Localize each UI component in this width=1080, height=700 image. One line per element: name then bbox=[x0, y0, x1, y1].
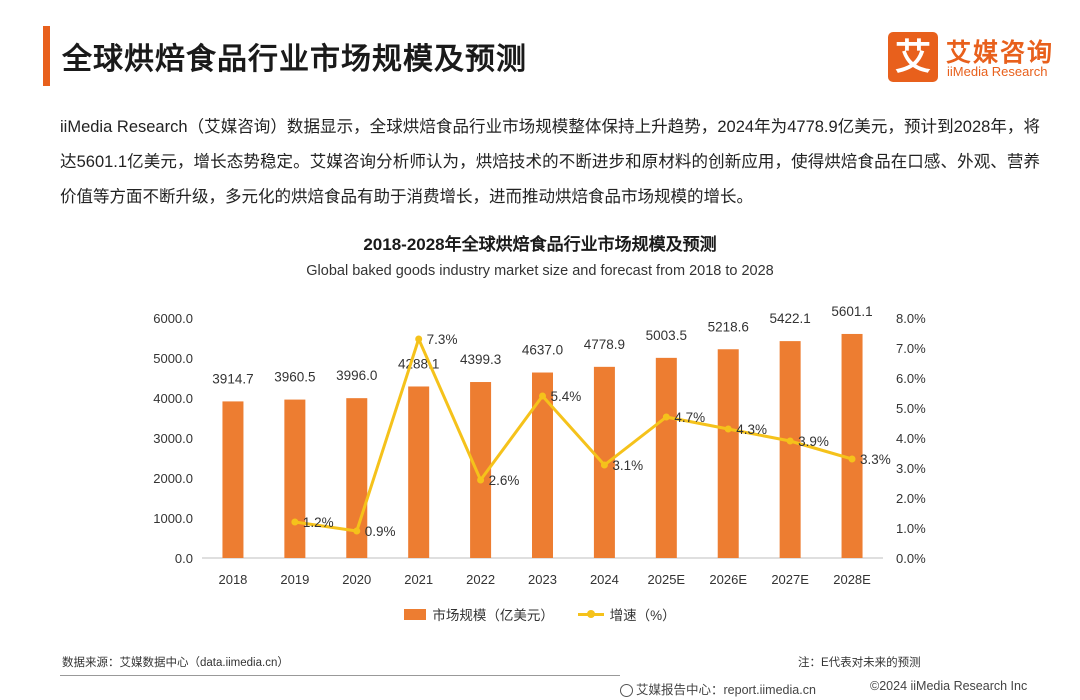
bar-value-label: 5003.5 bbox=[646, 328, 687, 343]
growth-point bbox=[291, 518, 299, 526]
report-center-icon bbox=[620, 684, 633, 697]
footer-report-center: 艾媒报告中心：report.iimedia.cn bbox=[620, 679, 816, 698]
growth-point bbox=[600, 461, 608, 469]
growth-value-label: 4.7% bbox=[674, 410, 705, 425]
bar bbox=[532, 372, 553, 558]
y-left-tick-label: 0.0 bbox=[175, 551, 193, 566]
y-right-tick-label: 7.0% bbox=[896, 341, 926, 356]
data-source: 数据来源：艾媒数据中心（data.iimedia.cn） bbox=[62, 657, 289, 669]
footer-report-text: 艾媒报告中心：report.iimedia.cn bbox=[636, 683, 816, 697]
x-tick-label: 2022 bbox=[466, 572, 495, 587]
growth-point bbox=[415, 335, 423, 343]
logo-name-en: iiMedia Research bbox=[947, 64, 1048, 79]
chart-title: 2018-2028年全球烘焙食品行业市场规模及预测 bbox=[363, 235, 717, 254]
footer-divider bbox=[60, 675, 620, 676]
brand-logo: 艾 艾媒咨询 iiMedia Research bbox=[888, 32, 1063, 82]
x-tick-label: 2025E bbox=[648, 572, 686, 587]
y-right-tick-label: 2.0% bbox=[896, 491, 926, 506]
y-right-tick-label: 4.0% bbox=[896, 431, 926, 446]
bar bbox=[779, 341, 801, 558]
legend-item-market-size: 市场规模（亿美元） bbox=[404, 604, 554, 624]
growth-value-label: 5.4% bbox=[551, 389, 582, 404]
footer-copyright: ©2024 iiMedia Research Inc bbox=[870, 679, 1028, 693]
y-right-tick-label: 0.0% bbox=[896, 551, 926, 566]
y-right-tick-label: 3.0% bbox=[896, 461, 926, 476]
bar-value-label: 3914.7 bbox=[212, 371, 253, 386]
x-tick-label: 2019 bbox=[280, 572, 309, 587]
bar bbox=[655, 357, 677, 558]
y-left-tick-label: 1000.0 bbox=[153, 511, 193, 526]
y-left-tick-label: 4000.0 bbox=[153, 391, 193, 406]
y-right-tick-label: 1.0% bbox=[896, 521, 926, 536]
growth-value-label: 3.1% bbox=[612, 458, 643, 473]
growth-value-label: 0.9% bbox=[365, 524, 396, 539]
intro-paragraph: iiMedia Research（艾媒咨询）数据显示，全球烘焙食品行业市场规模整… bbox=[60, 118, 1040, 206]
page-title: 全球烘焙食品行业市场规模及预测 bbox=[62, 43, 527, 76]
y-right-tick-label: 6.0% bbox=[896, 371, 926, 386]
growth-value-label: 7.3% bbox=[427, 332, 458, 347]
bar bbox=[408, 386, 430, 558]
x-tick-label: 2020 bbox=[342, 572, 371, 587]
x-tick-label: 2027E bbox=[771, 572, 809, 587]
legend-bar-label: 市场规模（亿美元） bbox=[432, 608, 554, 623]
chart-legend: 市场规模（亿美元） 增速（%） bbox=[0, 604, 1080, 624]
y-left-tick-label: 2000.0 bbox=[153, 471, 193, 486]
x-tick-label: 2026E bbox=[709, 572, 747, 587]
growth-value-label: 3.3% bbox=[860, 452, 891, 467]
x-tick-label: 2028E bbox=[833, 572, 871, 587]
bar bbox=[470, 382, 492, 558]
growth-series-line bbox=[294, 337, 853, 533]
growth-value-label: 4.3% bbox=[736, 422, 767, 437]
bar-value-label: 5422.1 bbox=[769, 311, 810, 326]
y-left-tick-label: 6000.0 bbox=[153, 311, 193, 326]
bar-value-label: 3996.0 bbox=[336, 368, 377, 383]
bar bbox=[222, 401, 244, 558]
bar-value-label: 4778.9 bbox=[584, 337, 625, 352]
growth-point bbox=[724, 425, 732, 433]
title-accent-bar bbox=[43, 26, 50, 86]
growth-value-label: 3.9% bbox=[798, 434, 829, 449]
legend-bar-swatch-icon bbox=[404, 608, 427, 620]
chart-subtitle: Global baked goods industry market size … bbox=[306, 263, 774, 279]
growth-point bbox=[539, 392, 546, 400]
y-left-tick-label: 3000.0 bbox=[153, 431, 193, 446]
bar-value-label: 3960.5 bbox=[274, 370, 315, 385]
logo-mark-icon: 艾 bbox=[888, 32, 938, 82]
growth-value-label: 1.2% bbox=[303, 515, 334, 530]
logo-name-cn: 艾媒咨询 bbox=[946, 39, 1055, 67]
y-right-tick-label: 8.0% bbox=[896, 311, 926, 326]
bar-value-label: 5601.1 bbox=[831, 304, 872, 319]
growth-point bbox=[786, 437, 794, 445]
y-left-tick-label: 5000.0 bbox=[153, 351, 193, 366]
legend-item-growth: 增速（%） bbox=[577, 604, 676, 624]
growth-point bbox=[848, 455, 856, 463]
bar bbox=[284, 399, 306, 558]
growth-point bbox=[477, 476, 485, 484]
growth-value-label: 2.6% bbox=[489, 473, 520, 488]
legend-line-label: 增速（%） bbox=[609, 608, 676, 623]
y-right-tick-label: 5.0% bbox=[896, 401, 926, 416]
x-tick-label: 2018 bbox=[218, 572, 247, 587]
bar bbox=[717, 349, 739, 558]
growth-point bbox=[662, 413, 670, 421]
bar-value-label: 5218.6 bbox=[708, 319, 749, 334]
x-tick-label: 2024 bbox=[590, 572, 619, 587]
forecast-note: 注：E代表对未来的预测 bbox=[798, 657, 921, 669]
legend-line-swatch-icon bbox=[577, 609, 604, 620]
bar-value-label: 4399.3 bbox=[460, 352, 501, 367]
x-tick-label: 2023 bbox=[528, 572, 557, 587]
bar-value-label: 4637.0 bbox=[522, 343, 563, 358]
growth-point bbox=[353, 527, 361, 535]
x-tick-label: 2021 bbox=[404, 572, 433, 587]
bar bbox=[841, 333, 863, 558]
